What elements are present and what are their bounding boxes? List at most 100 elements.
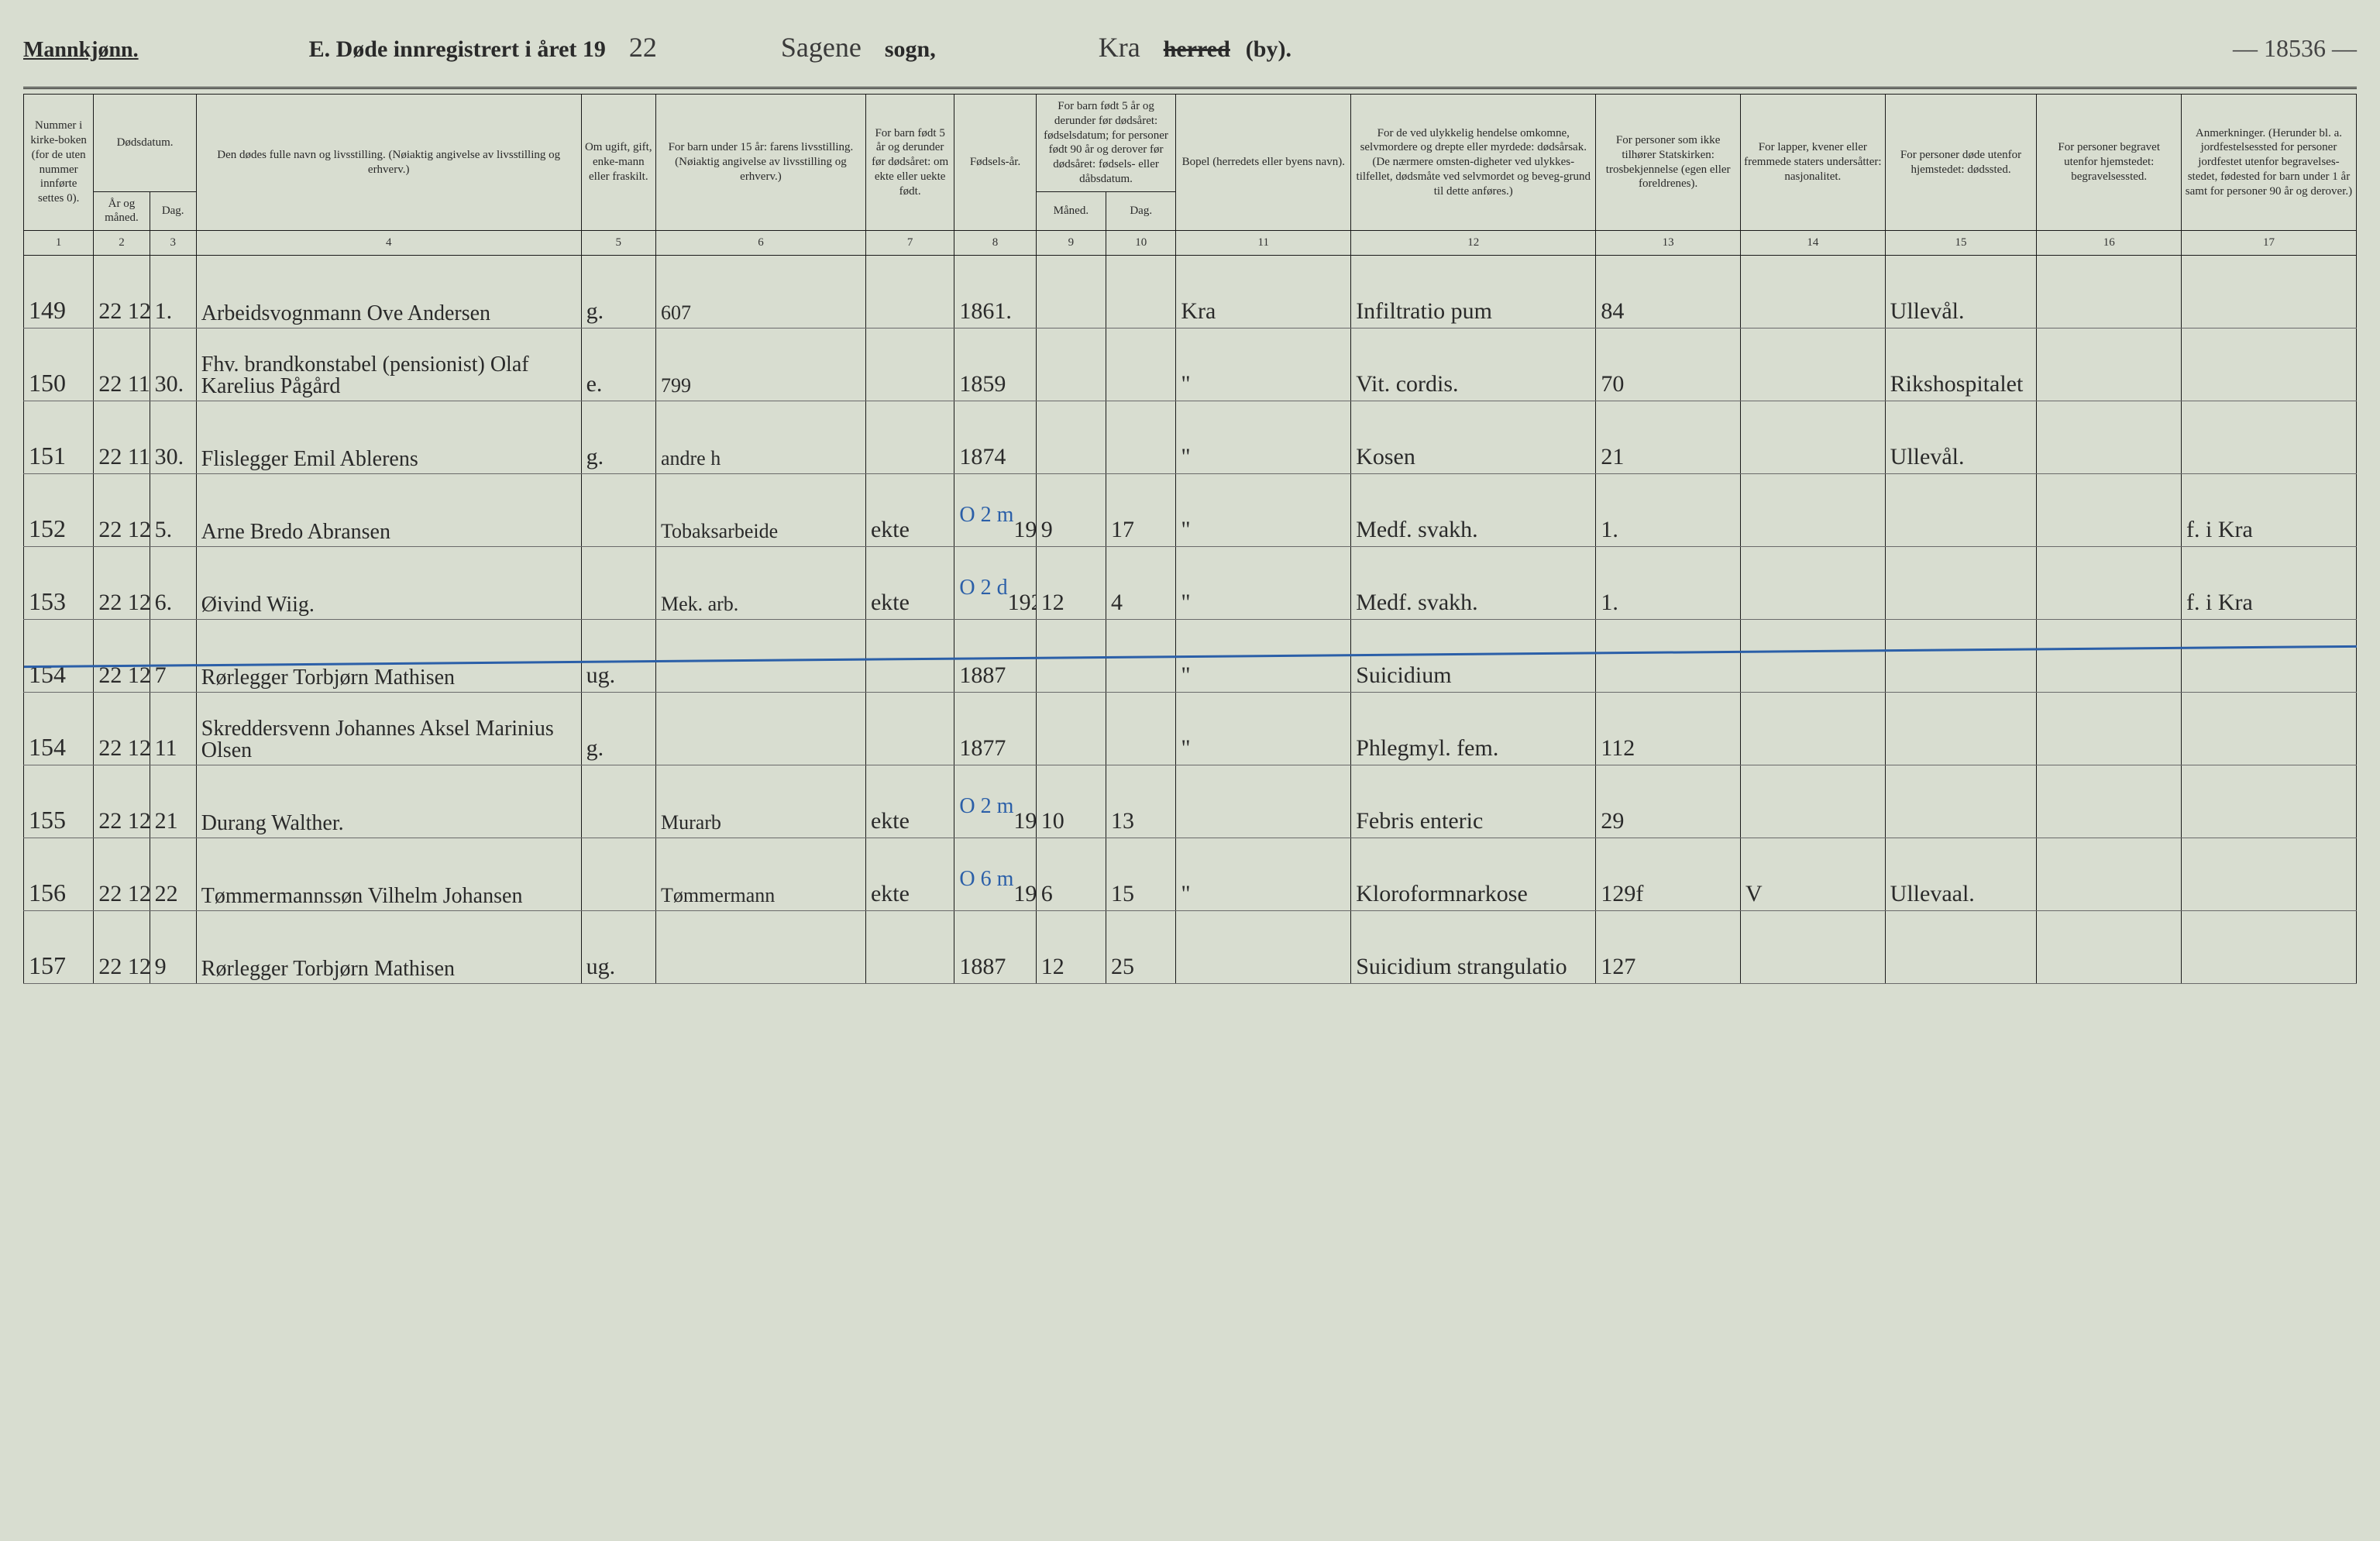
cell [1036,255,1106,328]
column-number: 10 [1106,231,1176,256]
cell: 1861. [954,255,1036,328]
cell: 11 [150,692,196,765]
cell: Medf. svakh. [1351,546,1596,619]
cell: Arne Bredo Abransen [196,473,581,546]
column-number: 11 [1176,231,1351,256]
cell [2037,619,2182,692]
cell: 15 [1106,838,1176,910]
cell: 22 11 [94,328,150,401]
cell: 799 [655,328,865,401]
cell [581,473,655,546]
cell: g. [581,401,655,473]
table-row: 14922 121.Arbeidsvognmann Ove Anderseng.… [24,255,2357,328]
cell: 6 [1036,838,1106,910]
cell [2037,765,2182,838]
cell: Rørlegger Torbjørn Mathisen [196,619,581,692]
cell [1741,910,1886,983]
cell: 152 [24,473,94,546]
column-number-row: 1234567891011121314151617 [24,231,2357,256]
cell: 1. [1596,546,1741,619]
column-number: 8 [954,231,1036,256]
parish-print: sogn, [885,36,936,63]
title-prefix: E. Døde innregistrert i året 19 [309,36,606,63]
cell [2037,838,2182,910]
cell [1106,328,1176,401]
col-header-9a: Måned. [1036,191,1106,231]
cell [1106,619,1176,692]
cell [1741,546,1886,619]
herred-struck: herred [1164,36,1230,63]
cell: Tobaksarbeide [655,473,865,546]
cell [865,619,954,692]
cell: 22 12 [94,765,150,838]
col-header-2a: År og måned. [94,191,150,231]
cell: 157 [24,910,94,983]
cell: andre h [655,401,865,473]
cell: 30. [150,401,196,473]
cell: 1. [1596,473,1741,546]
cell: Øivind Wiig. [196,546,581,619]
table-body: 14922 121.Arbeidsvognmann Ove Anderseng.… [24,255,2357,983]
cell: 1887 [954,910,1036,983]
parish-handwritten: Sagene [773,31,869,64]
cell: 9 [1036,473,1106,546]
cell: ug. [581,619,655,692]
table-header: Nummer i kirke-boken (for de uten nummer… [24,95,2357,256]
cell: f. i Kra [2182,546,2357,619]
cell [1885,765,2037,838]
table-row: 15322 126.Øivind Wiig.Mek. arb.ekteO 2 d… [24,546,2357,619]
column-number: 15 [1885,231,2037,256]
cell: Murarb [655,765,865,838]
column-number: 14 [1741,231,1886,256]
col-header-7: For barn født 5 år og derunder før dødså… [865,95,954,231]
cell [1741,328,1886,401]
cell: 112 [1596,692,1741,765]
cell: " [1176,692,1351,765]
cell: ekte [865,765,954,838]
cell: 25 [1106,910,1176,983]
cell: Rikshospitalet [1885,328,2037,401]
cell: 70 [1596,328,1741,401]
column-number: 4 [196,231,581,256]
col-header-4: Den dødes fulle navn og livsstilling. (N… [196,95,581,231]
cell [1036,328,1106,401]
cell [581,546,655,619]
cell: 5. [150,473,196,546]
cell [865,910,954,983]
cell: 22 12 [94,692,150,765]
cell: 29 [1596,765,1741,838]
column-number: 12 [1351,231,1596,256]
cell: Fhv. brandkonstabel (pensionist) Olaf Ka… [196,328,581,401]
col-header-11: Bopel (herredets eller byens navn). [1176,95,1351,231]
column-number: 13 [1596,231,1741,256]
cell [1741,255,1886,328]
cell: 17 [1106,473,1176,546]
cell: V [1741,838,1886,910]
cell: 9 [150,910,196,983]
cell [1176,765,1351,838]
cell [2182,910,2357,983]
col-header-5: Om ugift, gift, enke-mann eller fraskilt… [581,95,655,231]
cell [2182,401,2357,473]
cell: 1887 [954,619,1036,692]
cell: Skreddersvenn Johannes Aksel Marinius Ol… [196,692,581,765]
cell: Medf. svakh. [1351,473,1596,546]
cell [865,692,954,765]
cell: ekte [865,838,954,910]
table-row: 15222 125.Arne Bredo AbransenTobaksarbei… [24,473,2357,546]
cell [1036,619,1106,692]
cell: Ullevål. [1885,255,2037,328]
cell [1036,401,1106,473]
cell [655,692,865,765]
cell: 12 [1036,546,1106,619]
cell: 156 [24,838,94,910]
col-header-13: For personer som ikke tilhører Statskirk… [1596,95,1741,231]
column-number: 6 [655,231,865,256]
cell: 151 [24,401,94,473]
cell: Rørlegger Torbjørn Mathisen [196,910,581,983]
cell: 84 [1596,255,1741,328]
cell: " [1176,473,1351,546]
cell: ekte [865,473,954,546]
column-number: 2 [94,231,150,256]
cell: Durang Walther. [196,765,581,838]
